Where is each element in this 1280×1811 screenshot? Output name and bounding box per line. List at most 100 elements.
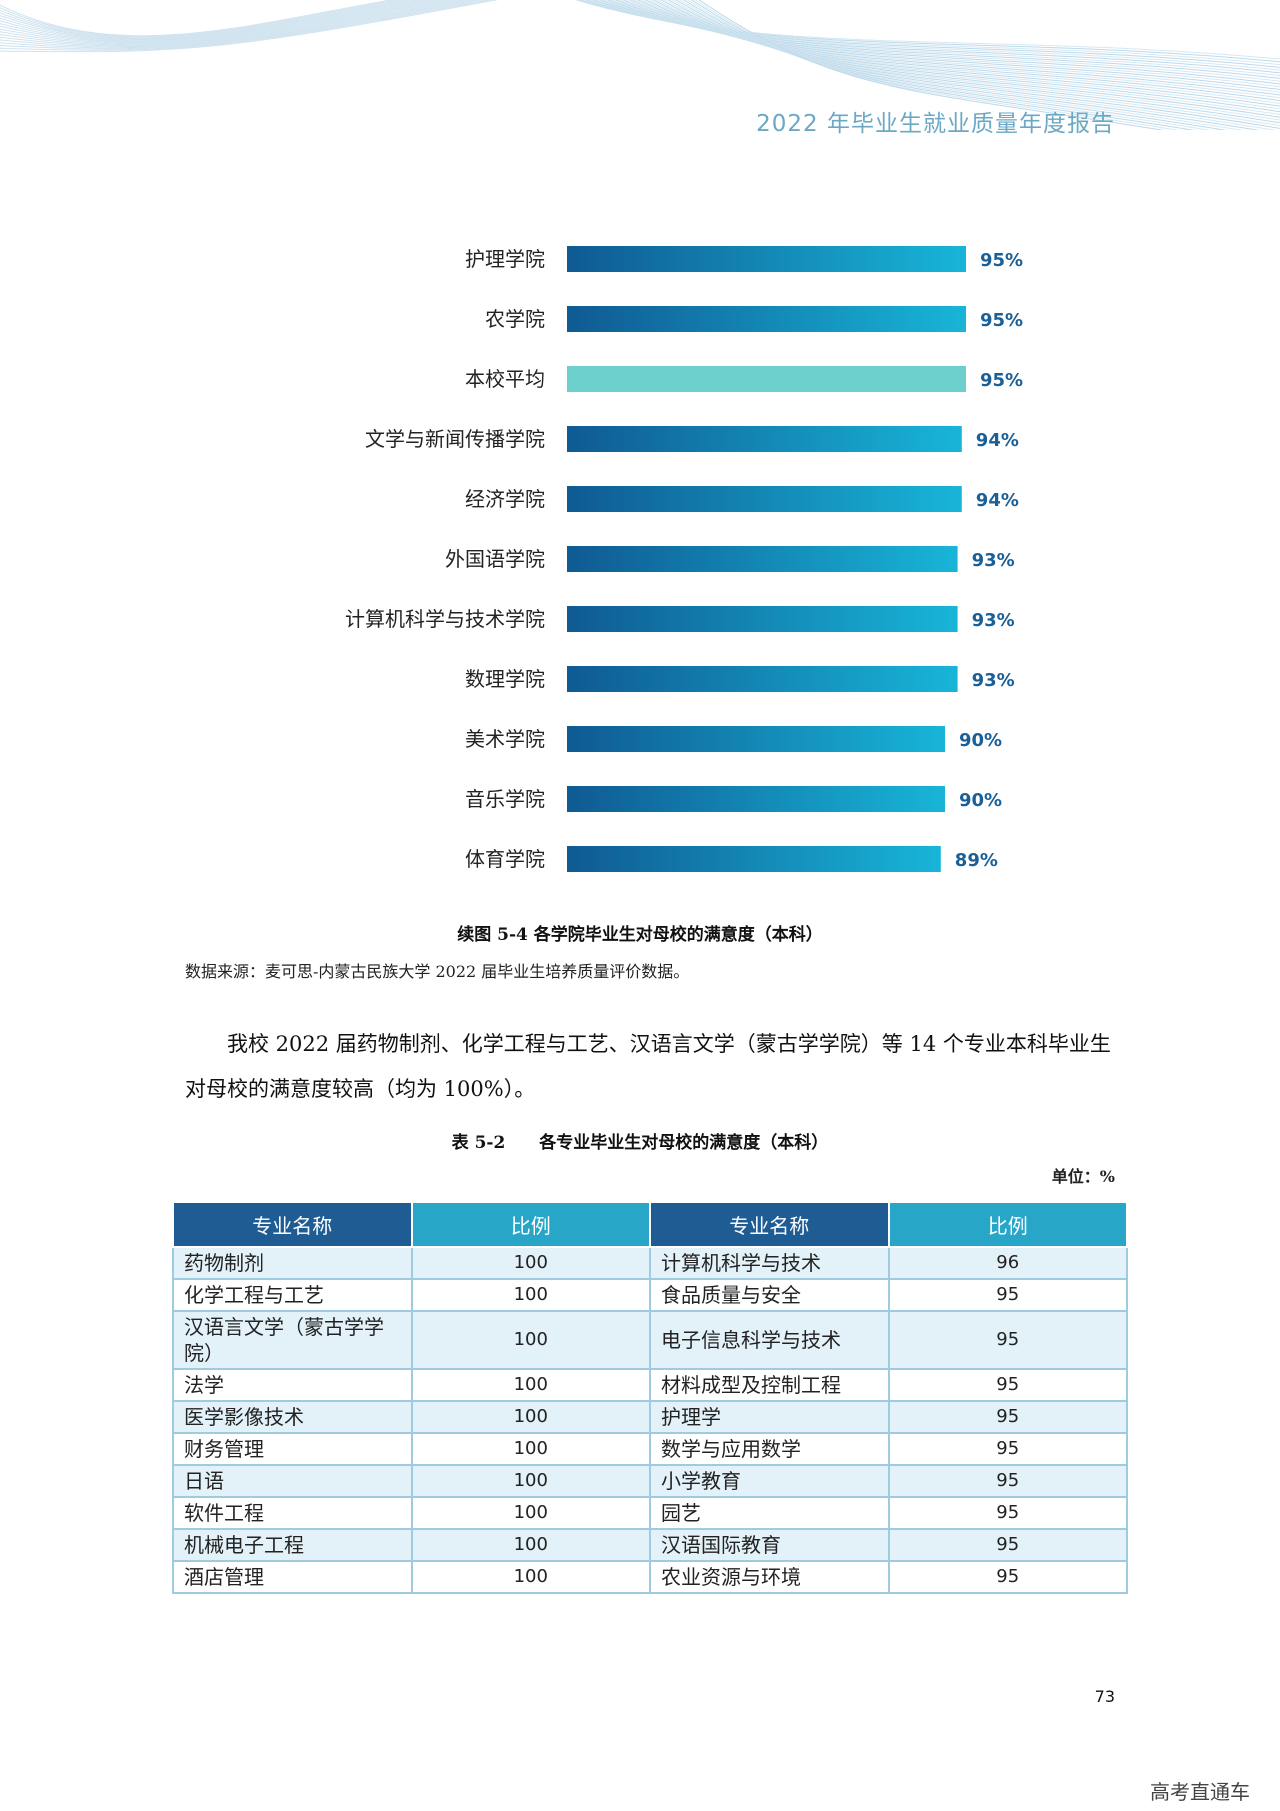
category-label: 农学院 xyxy=(485,307,545,331)
wave-line xyxy=(0,0,474,48)
wave-line xyxy=(690,0,1195,130)
wave-line xyxy=(0,0,425,41)
wave-line xyxy=(0,0,437,43)
category-label: 外国语学院 xyxy=(445,547,545,571)
wave-line xyxy=(694,0,1180,130)
table-row: 汉语言文学（蒙古学学院） 100 电子信息科学与技术 95 xyxy=(172,1310,1128,1370)
major-cell: 汉语言文学（蒙古学学院） xyxy=(172,1310,413,1370)
bar xyxy=(567,246,966,272)
major-cell: 软件工程 xyxy=(172,1496,413,1530)
table-row: 法学 100 材料成型及控制工程 95 xyxy=(172,1368,1128,1402)
category-label: 护理学院 xyxy=(465,247,545,271)
wave-line xyxy=(671,0,1277,130)
header-decoration xyxy=(0,0,1280,130)
data-source-note: 数据来源：麦可思-内蒙古民族大学 2022 届毕业生培养质量评价数据。 xyxy=(185,962,690,981)
wave-line xyxy=(633,0,1280,104)
wave-line xyxy=(648,0,1280,116)
wave-line xyxy=(618,0,1280,93)
ratio-cell: 100 xyxy=(410,1310,651,1370)
value-label: 93% xyxy=(972,610,1015,631)
wave-line xyxy=(686,0,1211,130)
wave-line xyxy=(698,0,1165,130)
major-cell: 护理学 xyxy=(649,1400,890,1434)
major-cell: 小学教育 xyxy=(649,1464,890,1498)
wave-line xyxy=(641,0,1280,110)
major-cell: 食品质量与安全 xyxy=(649,1278,890,1312)
major-cell: 医学影像技术 xyxy=(172,1400,413,1434)
wave-line xyxy=(683,0,1227,130)
major-satisfaction-table: 专业名称 比例 专业名称 比例 药物制剂 100 计算机科学与技术 96 化学工程与工艺… xyxy=(172,1201,1128,1594)
ratio-cell: 95 xyxy=(887,1496,1128,1530)
major-cell: 计算机科学与技术 xyxy=(649,1246,890,1280)
wave-line xyxy=(0,0,406,38)
wave-line xyxy=(0,0,431,42)
ratio-cell: 100 xyxy=(410,1278,651,1312)
category-label: 计算机科学与技术学院 xyxy=(345,607,545,631)
ratio-cell: 100 xyxy=(410,1400,651,1434)
value-label: 95% xyxy=(980,250,1023,271)
table-row: 医学影像技术 100 护理学 95 xyxy=(172,1400,1128,1434)
value-label: 93% xyxy=(972,670,1015,691)
wave-line xyxy=(0,0,456,45)
bar xyxy=(567,666,958,692)
wave-line xyxy=(581,0,1280,66)
ratio-cell: 95 xyxy=(887,1560,1128,1594)
wave-line xyxy=(0,0,412,39)
table-row: 酒店管理 100 农业资源与环境 95 xyxy=(172,1560,1128,1594)
bar xyxy=(567,306,966,332)
value-label: 90% xyxy=(959,790,1002,811)
watermark-text: 高考直通车 xyxy=(1150,1780,1250,1804)
ratio-cell: 95 xyxy=(887,1464,1128,1498)
table-row: 化学工程与工艺 100 食品质量与安全 95 xyxy=(172,1278,1128,1312)
bar xyxy=(567,486,962,512)
major-cell: 法学 xyxy=(172,1368,413,1402)
table-unit: 单位：% xyxy=(1051,1167,1115,1186)
wave-line xyxy=(626,0,1280,99)
major-cell: 药物制剂 xyxy=(172,1246,413,1280)
ratio-cell: 95 xyxy=(887,1432,1128,1466)
major-cell: 日语 xyxy=(172,1464,413,1498)
value-label: 95% xyxy=(980,310,1023,331)
ratio-cell: 100 xyxy=(410,1464,651,1498)
ratio-cell: 95 xyxy=(887,1278,1128,1312)
table-row: 药物制剂 100 计算机科学与技术 96 xyxy=(172,1246,1128,1280)
wave-line xyxy=(0,0,486,50)
major-cell: 材料成型及控制工程 xyxy=(649,1368,890,1402)
wave-line xyxy=(0,0,499,53)
wave-line xyxy=(0,0,468,47)
table-row: 机械电子工程 100 汉语国际教育 95 xyxy=(172,1528,1128,1562)
major-cell: 园艺 xyxy=(649,1496,890,1530)
table-row: 日语 100 小学教育 95 xyxy=(172,1464,1128,1498)
wave-line xyxy=(652,0,1280,118)
ratio-cell: 100 xyxy=(410,1368,651,1402)
value-label: 94% xyxy=(976,430,1019,451)
wave-line xyxy=(660,0,1280,124)
header-major-2: 专业名称 xyxy=(649,1201,890,1248)
category-label: 音乐学院 xyxy=(465,787,545,811)
wave-line xyxy=(0,0,400,38)
value-label: 89% xyxy=(955,850,998,871)
wave-line xyxy=(675,0,1260,130)
ratio-cell: 100 xyxy=(410,1246,651,1280)
value-label: 90% xyxy=(959,730,1002,751)
ratio-cell: 95 xyxy=(887,1310,1128,1370)
ratio-cell: 100 xyxy=(410,1496,651,1530)
ratio-cell: 100 xyxy=(410,1560,651,1594)
wave-line xyxy=(679,0,1244,130)
bar xyxy=(567,606,958,632)
satisfaction-bar-chart: 护理学院 95% 农学院 95% 本校平均 95% 文学与新闻传播学院 94% 经济学院 94% 外… xyxy=(345,246,1023,872)
category-label: 经济学院 xyxy=(465,487,545,511)
report-title: 2022 年毕业生就业质量年度报告 xyxy=(756,111,1115,137)
category-label: 文学与新闻传播学院 xyxy=(365,427,545,451)
wave-line xyxy=(622,0,1280,96)
ratio-cell: 96 xyxy=(887,1246,1128,1280)
wave-line xyxy=(0,0,450,44)
major-cell: 化学工程与工艺 xyxy=(172,1278,413,1312)
major-cell: 数学与应用数学 xyxy=(649,1432,890,1466)
major-cell: 财务管理 xyxy=(172,1432,413,1466)
category-label: 数理学院 xyxy=(465,667,545,691)
wave-line xyxy=(663,0,1280,127)
wave-line xyxy=(637,0,1280,107)
wave-line xyxy=(0,0,462,46)
wave-line xyxy=(0,0,480,49)
